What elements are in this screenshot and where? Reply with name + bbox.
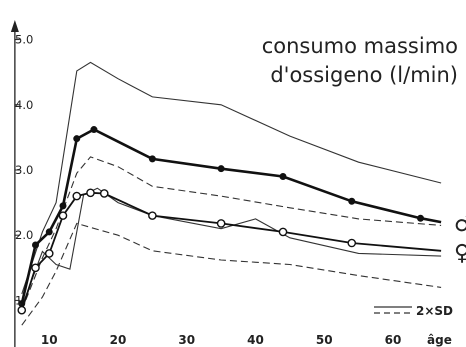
male-data-point: [348, 197, 356, 205]
series-markers: [17, 126, 425, 315]
sd-solid-line: [21, 61, 442, 295]
legend-label: 2×SD: [416, 304, 453, 318]
female-data-point: [216, 219, 226, 228]
male-symbol: ♂: [454, 212, 466, 237]
x-tick-label: 30: [178, 333, 195, 347]
chart-title: consumo massimo d'ossigeno (l/min): [262, 32, 458, 90]
female-data-point: [72, 191, 82, 201]
female-data-point: [278, 227, 288, 237]
y-tick-label: 5.0: [15, 33, 33, 47]
male-data-point: [73, 135, 81, 143]
chart-title-line-2: d'ossigeno (l/min): [270, 63, 458, 87]
x-tick-label: 10: [41, 333, 58, 347]
sd-dashed-line: [21, 156, 442, 311]
x-tick-label: 60: [385, 333, 402, 347]
sd-bands: [21, 61, 442, 326]
y-tick-label: 1: [15, 293, 22, 307]
male-data-point: [59, 202, 67, 210]
male-data-point: [45, 228, 53, 236]
y-axis-arrow: [10, 20, 19, 32]
tick-labels: 1 2.0 3.0 4.0 5.0 10 20 30 40 50 60 âge ♂ ♀ 2×SD: [15, 33, 466, 347]
female-data-point: [99, 189, 109, 198]
female-data-point: [347, 238, 357, 248]
x-tick-label: 50: [316, 333, 333, 347]
female-series-line: [20, 191, 442, 311]
y-tick-label: 3.0: [15, 163, 33, 177]
female-data-point: [148, 211, 157, 220]
male-series-line: [20, 128, 442, 304]
male-data-point: [148, 155, 156, 163]
y-tick-label: 4.0: [15, 98, 33, 112]
female-data-point: [31, 263, 40, 273]
x-tick-label: 40: [247, 333, 264, 347]
female-data-point: [44, 249, 54, 258]
chart-title-line-1: consumo massimo: [261, 34, 458, 58]
x-axis-label: âge: [427, 333, 452, 347]
sd-dashed-line: [21, 222, 442, 326]
male-data-point: [279, 172, 287, 180]
female-data-point: [86, 188, 95, 198]
male-data-point: [217, 165, 225, 173]
axes: [10, 20, 20, 347]
male-data-point: [417, 214, 425, 222]
y-tick-label: 2.0: [15, 228, 33, 242]
male-data-point: [32, 241, 40, 249]
female-data-point: [58, 211, 68, 220]
female-symbol: ♀: [454, 241, 466, 266]
female-data-point: [17, 305, 27, 315]
series-lines: [20, 128, 442, 311]
x-tick-label: 20: [110, 333, 127, 347]
male-data-point: [90, 126, 98, 134]
sd-solid-line: [21, 187, 442, 308]
